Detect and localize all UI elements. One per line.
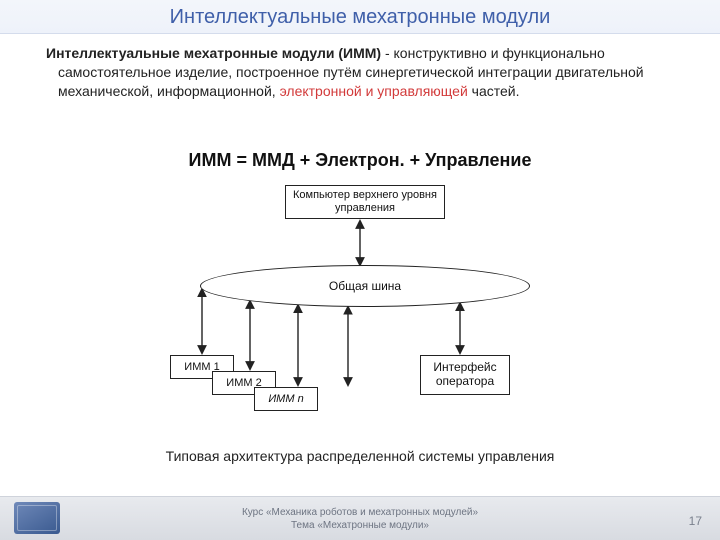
bus-ellipse: Общая шина xyxy=(200,265,530,307)
formula: ИММ = ММД + Электрон. + Управление xyxy=(0,150,720,171)
page-number: 17 xyxy=(689,514,702,528)
definition-paragraph: Интеллектуальные мехатронные модули (ИММ… xyxy=(30,44,690,101)
footer-line-2: Тема «Мехатронные модули» xyxy=(291,520,429,531)
architecture-diagram: Компьютер верхнего уровня управления Общ… xyxy=(110,185,610,435)
operator-interface-label: Интерфейс оператора xyxy=(421,361,509,389)
diagram-arrows xyxy=(110,185,610,435)
bus-label: Общая шина xyxy=(329,279,401,293)
footer-text: Курс «Механика роботов и мехатронных мод… xyxy=(0,507,720,532)
footer-line-1: Курс «Механика роботов и мехатронных мод… xyxy=(242,507,478,518)
definition-accent: электронной и управляющей xyxy=(280,83,468,99)
slide-title: Интеллектуальные мехатронные модули xyxy=(0,6,720,29)
operator-interface-box: Интерфейс оператора xyxy=(420,355,510,395)
definition-term: Интеллектуальные мехатронные модули (ИММ… xyxy=(46,45,381,61)
diagram-caption: Типовая архитектура распределенной систе… xyxy=(0,448,720,464)
top-computer-label: Компьютер верхнего уровня управления xyxy=(286,189,444,214)
top-computer-box: Компьютер верхнего уровня управления xyxy=(285,185,445,219)
imm-n-box: ИММ n xyxy=(254,387,318,411)
definition-tail: частей. xyxy=(468,83,520,99)
imm-n-label: ИММ n xyxy=(268,393,303,406)
